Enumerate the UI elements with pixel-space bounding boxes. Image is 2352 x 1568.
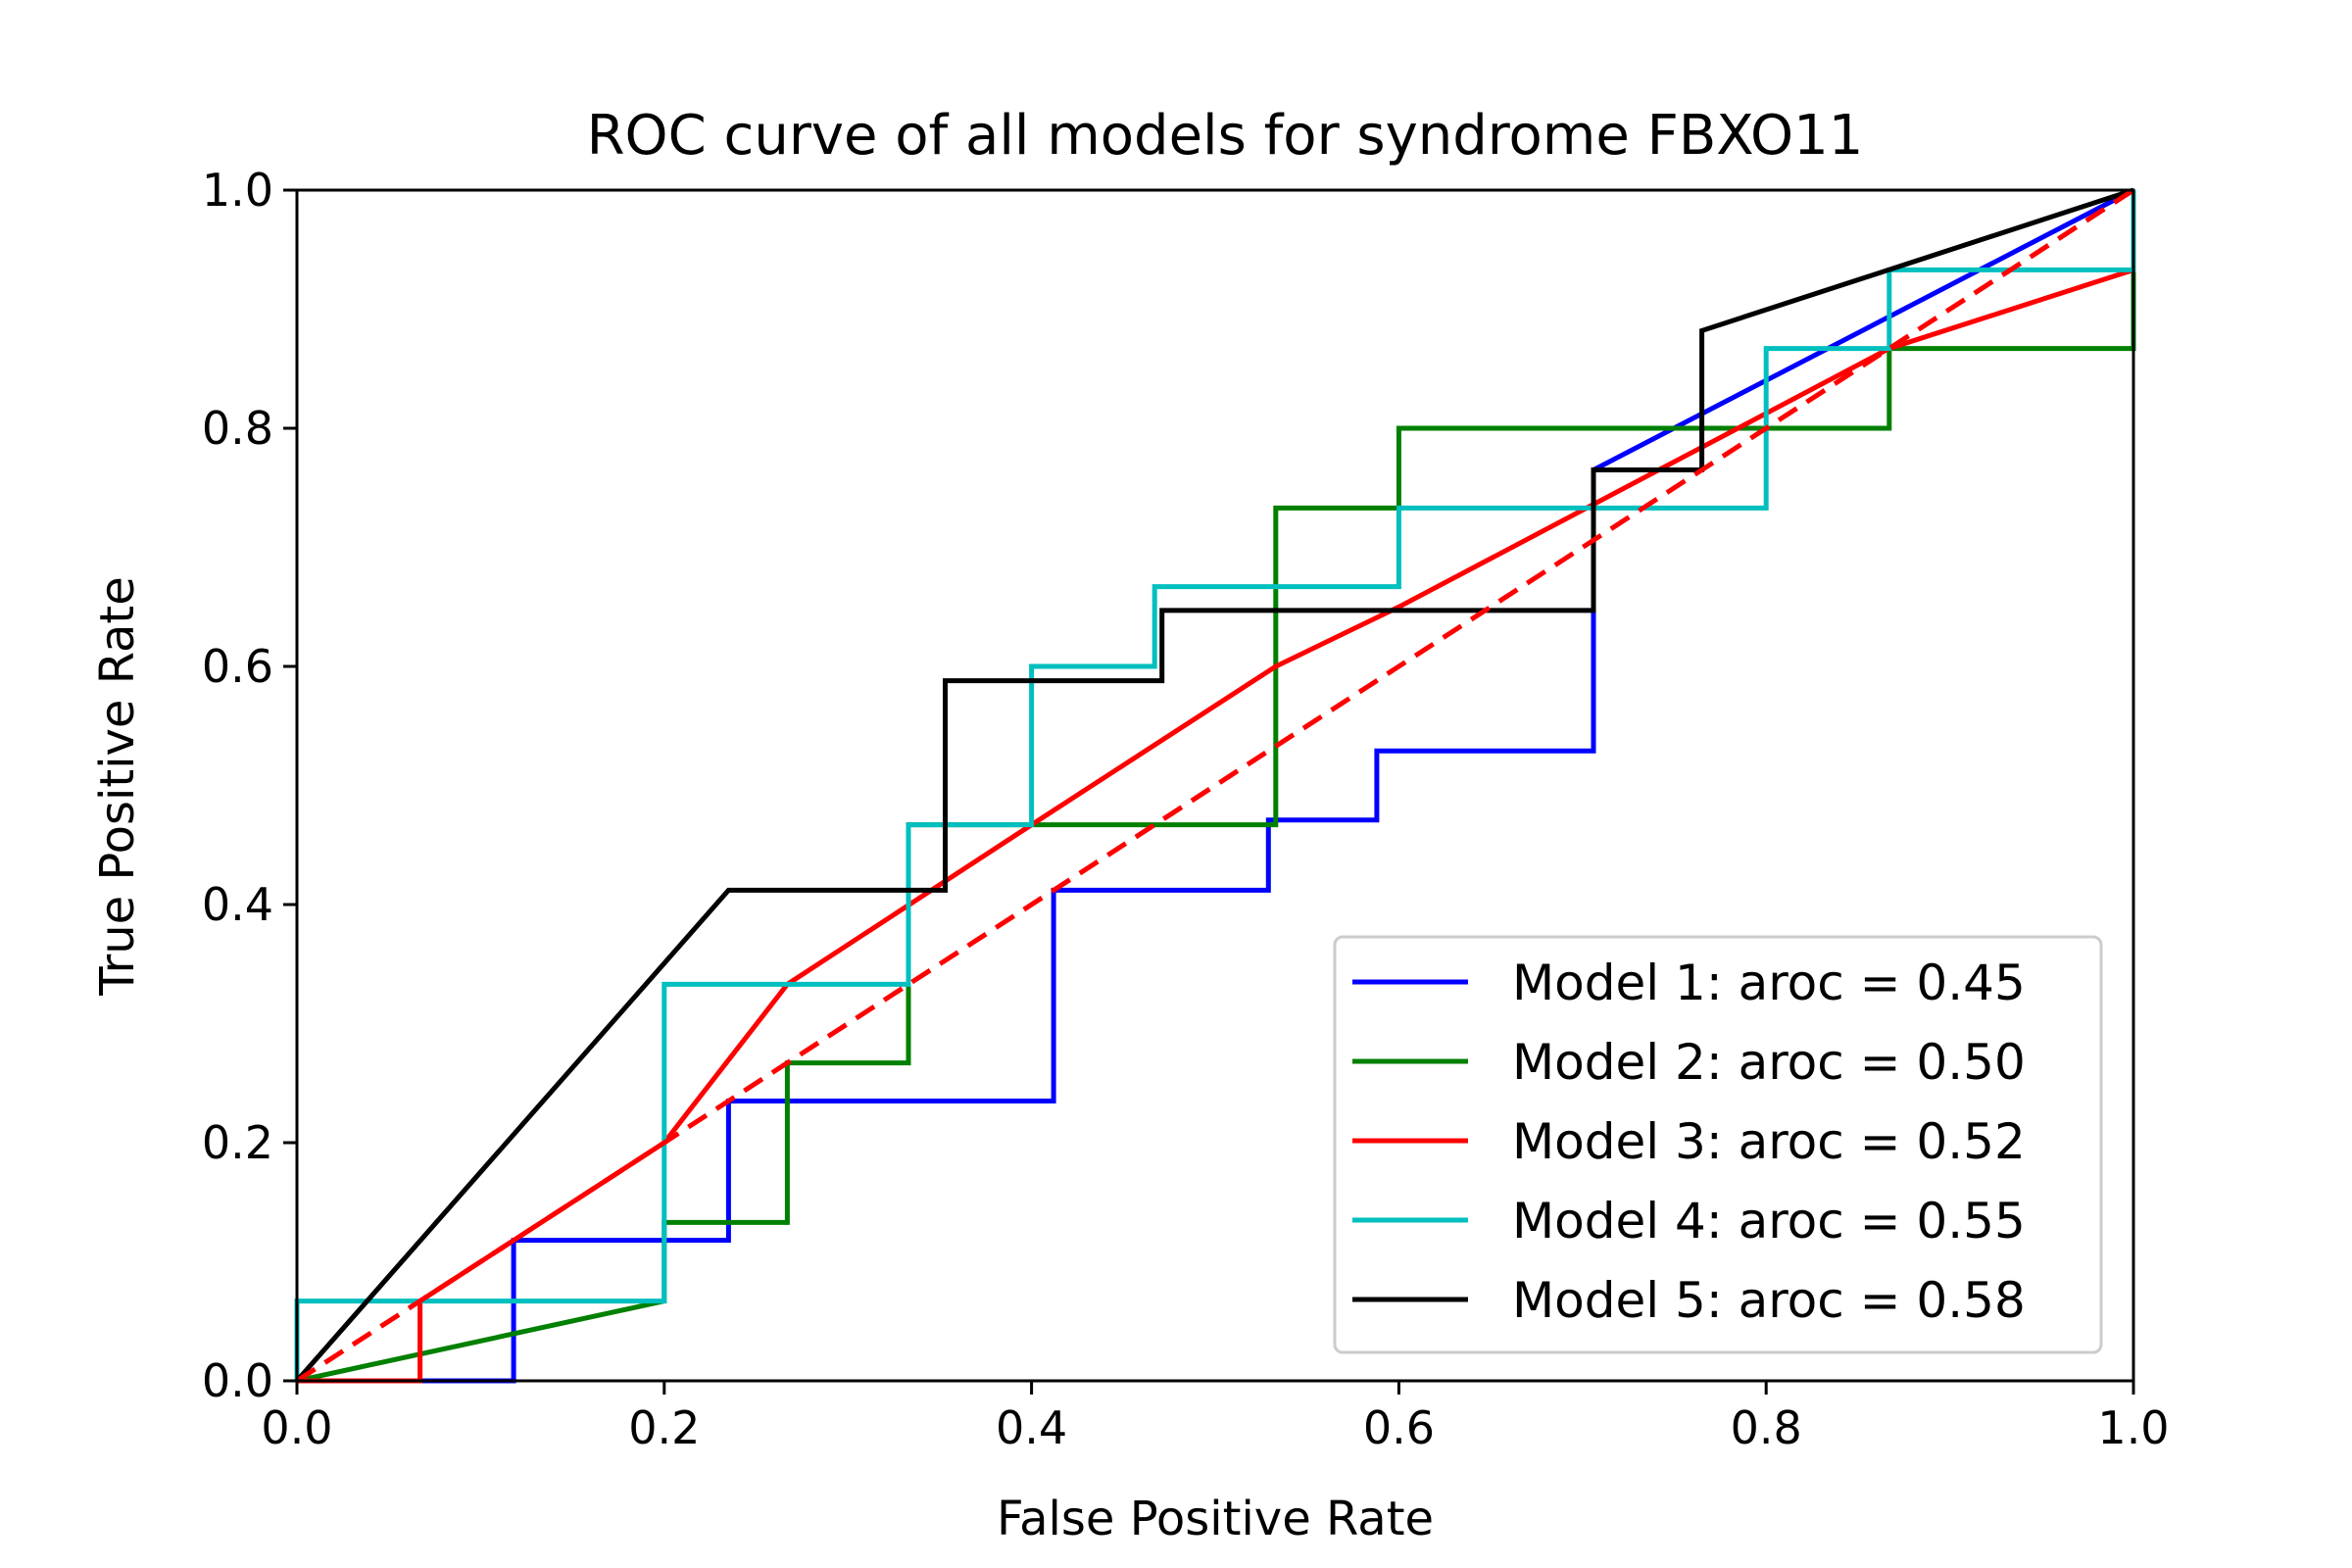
plot-frame bbox=[295, 188, 2135, 1383]
y-tick-label: 0.4 bbox=[202, 878, 273, 931]
legend-label-model-2: Model 2: aroc = 0.50 bbox=[1512, 1034, 2026, 1091]
y-tick-label: 0.2 bbox=[202, 1116, 273, 1169]
plot-lines bbox=[294, 187, 2136, 1384]
chart-title: ROC curve of all models for syndrome FBX… bbox=[587, 104, 1864, 168]
x-tick-label: 0.4 bbox=[996, 1401, 1067, 1454]
y-tick-label: 0.6 bbox=[202, 640, 273, 693]
series-line-model-5 bbox=[295, 187, 2134, 1383]
series-line-model-4 bbox=[294, 190, 2136, 1381]
x-axis-ticks: 0.0 0.2 0.4 0.6 0.8 1.0 bbox=[261, 1381, 2170, 1454]
x-tick-label: 1.0 bbox=[2097, 1401, 2169, 1454]
legend-label-model-5: Model 5: aroc = 0.58 bbox=[1512, 1272, 2026, 1329]
legend-label-model-4: Model 4: aroc = 0.55 bbox=[1512, 1193, 2026, 1250]
legend-label-model-3: Model 3: aroc = 0.52 bbox=[1512, 1113, 2026, 1170]
y-axis-ticks: 0.0 0.2 0.4 0.6 0.8 1.0 bbox=[202, 164, 297, 1407]
y-tick-label: 0.0 bbox=[202, 1354, 273, 1407]
x-tick-label: 0.8 bbox=[1731, 1401, 1802, 1454]
y-tick-label: 0.8 bbox=[202, 402, 273, 455]
x-tick-label: 0.2 bbox=[628, 1401, 700, 1454]
legend: Model 1: aroc = 0.45 Model 2: aroc = 0.50… bbox=[1333, 935, 2103, 1354]
legend-label-model-1: Model 1: aroc = 0.45 bbox=[1512, 955, 2026, 1011]
x-axis-label: False Positive Rate bbox=[997, 1492, 1434, 1546]
x-tick-label: 0.0 bbox=[261, 1401, 332, 1454]
series-line-model-1 bbox=[297, 187, 2135, 1384]
y-tick-label: 1.0 bbox=[202, 164, 273, 217]
series-line-model-2 bbox=[296, 190, 2136, 1384]
x-tick-label: 0.6 bbox=[1363, 1401, 1435, 1454]
legend-box bbox=[1333, 935, 2103, 1354]
y-axis-label: True Positive Rate bbox=[90, 576, 145, 997]
